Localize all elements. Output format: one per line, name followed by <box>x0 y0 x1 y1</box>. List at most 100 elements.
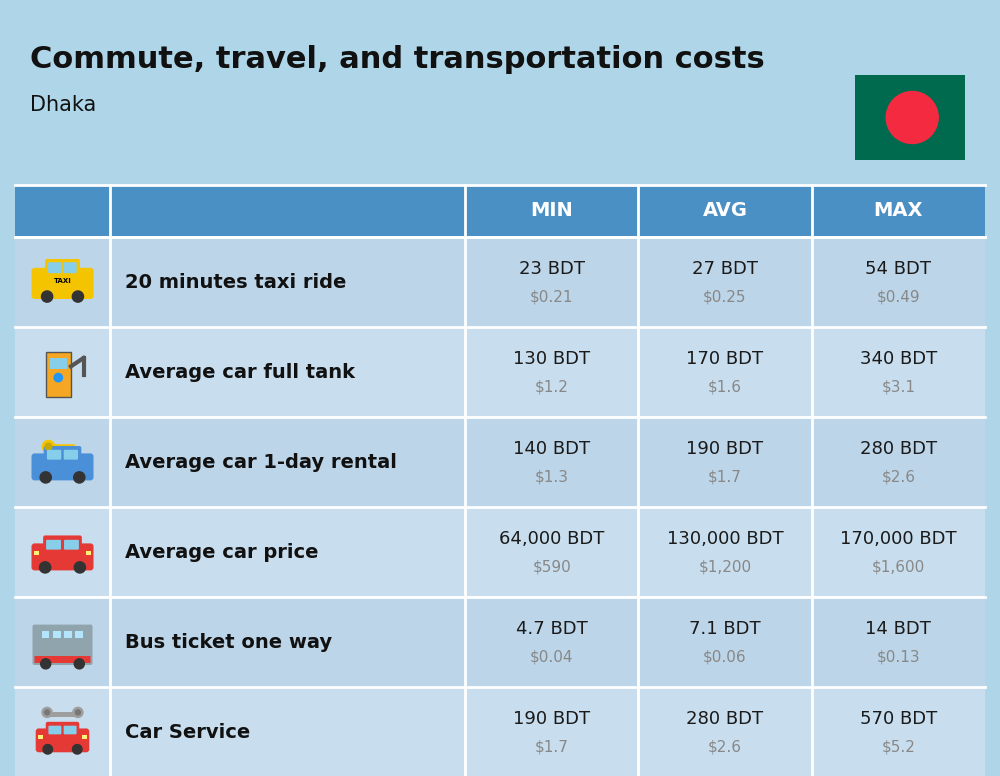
FancyBboxPatch shape <box>43 535 82 551</box>
FancyBboxPatch shape <box>53 631 61 638</box>
FancyBboxPatch shape <box>15 237 985 327</box>
Text: $0.04: $0.04 <box>530 650 573 664</box>
Circle shape <box>74 659 84 669</box>
Text: 130 BDT: 130 BDT <box>513 350 590 368</box>
FancyBboxPatch shape <box>45 712 80 716</box>
FancyBboxPatch shape <box>32 453 94 480</box>
Circle shape <box>42 441 55 452</box>
Text: Average car price: Average car price <box>125 542 318 562</box>
FancyBboxPatch shape <box>15 185 985 237</box>
FancyBboxPatch shape <box>46 722 79 736</box>
Circle shape <box>41 659 51 669</box>
Text: 4.7 BDT: 4.7 BDT <box>516 620 588 638</box>
Text: $1.3: $1.3 <box>535 469 569 484</box>
FancyBboxPatch shape <box>34 551 39 555</box>
Text: $0.21: $0.21 <box>530 289 573 304</box>
FancyBboxPatch shape <box>44 446 81 461</box>
Text: 7.1 BDT: 7.1 BDT <box>689 620 761 638</box>
Circle shape <box>41 291 53 302</box>
Circle shape <box>45 710 50 715</box>
FancyBboxPatch shape <box>47 450 61 459</box>
Text: 570 BDT: 570 BDT <box>860 710 937 728</box>
Text: $0.49: $0.49 <box>877 289 920 304</box>
Circle shape <box>40 472 51 483</box>
FancyBboxPatch shape <box>42 631 49 638</box>
Text: Average car 1-day rental: Average car 1-day rental <box>125 452 397 472</box>
Text: 20 minutes taxi ride: 20 minutes taxi ride <box>125 272 346 292</box>
Text: 14 BDT: 14 BDT <box>865 620 931 638</box>
FancyBboxPatch shape <box>15 597 985 687</box>
FancyBboxPatch shape <box>855 75 965 160</box>
Text: Commute, travel, and transportation costs: Commute, travel, and transportation cost… <box>30 45 765 74</box>
Text: $590: $590 <box>532 559 571 574</box>
Circle shape <box>45 443 52 450</box>
FancyBboxPatch shape <box>86 551 91 555</box>
FancyBboxPatch shape <box>32 543 94 570</box>
Circle shape <box>42 708 52 718</box>
FancyBboxPatch shape <box>63 262 77 273</box>
Text: $1.2: $1.2 <box>535 379 569 394</box>
Text: 170 BDT: 170 BDT <box>686 350 764 368</box>
Text: $1.7: $1.7 <box>708 469 742 484</box>
Text: $0.13: $0.13 <box>877 650 920 664</box>
Text: 340 BDT: 340 BDT <box>860 350 937 368</box>
Circle shape <box>72 744 82 754</box>
FancyBboxPatch shape <box>48 262 62 273</box>
Text: 130,000 BDT: 130,000 BDT <box>667 530 783 548</box>
Text: $5.2: $5.2 <box>881 740 915 754</box>
FancyBboxPatch shape <box>32 268 94 299</box>
Text: MAX: MAX <box>874 202 923 220</box>
Circle shape <box>74 562 85 573</box>
Text: $0.06: $0.06 <box>703 650 747 664</box>
Text: 54 BDT: 54 BDT <box>865 260 931 278</box>
Text: $2.6: $2.6 <box>881 469 915 484</box>
FancyBboxPatch shape <box>15 327 985 417</box>
Text: $3.1: $3.1 <box>881 379 915 394</box>
Text: MIN: MIN <box>530 202 573 220</box>
FancyBboxPatch shape <box>34 656 90 663</box>
Text: 190 BDT: 190 BDT <box>513 710 590 728</box>
Text: 280 BDT: 280 BDT <box>860 440 937 458</box>
Text: $1,200: $1,200 <box>698 559 752 574</box>
FancyBboxPatch shape <box>46 352 71 397</box>
FancyBboxPatch shape <box>36 729 89 752</box>
Text: 190 BDT: 190 BDT <box>686 440 764 458</box>
Text: AVG: AVG <box>702 202 748 220</box>
Text: 140 BDT: 140 BDT <box>513 440 590 458</box>
Text: $2.6: $2.6 <box>708 740 742 754</box>
Circle shape <box>73 708 83 718</box>
Circle shape <box>72 291 84 302</box>
Text: 23 BDT: 23 BDT <box>519 260 585 278</box>
Text: $0.25: $0.25 <box>703 289 747 304</box>
FancyBboxPatch shape <box>45 259 80 275</box>
Text: Bus ticket one way: Bus ticket one way <box>125 632 332 652</box>
Text: Average car full tank: Average car full tank <box>125 362 355 382</box>
Text: 280 BDT: 280 BDT <box>686 710 764 728</box>
FancyBboxPatch shape <box>64 540 79 549</box>
FancyBboxPatch shape <box>15 687 985 776</box>
FancyBboxPatch shape <box>64 631 72 638</box>
Text: $1,600: $1,600 <box>872 559 925 574</box>
Text: $1.7: $1.7 <box>535 740 569 754</box>
FancyBboxPatch shape <box>38 735 43 739</box>
Circle shape <box>886 92 938 144</box>
Text: 27 BDT: 27 BDT <box>692 260 758 278</box>
Text: 170,000 BDT: 170,000 BDT <box>840 530 957 548</box>
Text: Car Service: Car Service <box>125 722 250 742</box>
FancyBboxPatch shape <box>82 735 87 739</box>
FancyBboxPatch shape <box>75 631 83 638</box>
Circle shape <box>74 472 85 483</box>
Text: TAXI: TAXI <box>54 279 71 285</box>
Circle shape <box>40 562 51 573</box>
FancyBboxPatch shape <box>46 540 61 549</box>
Text: Dhaka: Dhaka <box>30 95 96 115</box>
FancyBboxPatch shape <box>64 726 77 734</box>
FancyBboxPatch shape <box>15 417 985 507</box>
FancyBboxPatch shape <box>48 726 61 734</box>
FancyBboxPatch shape <box>32 625 92 665</box>
Circle shape <box>54 373 62 382</box>
FancyBboxPatch shape <box>64 450 78 459</box>
FancyBboxPatch shape <box>50 358 67 369</box>
Text: 64,000 BDT: 64,000 BDT <box>499 530 604 548</box>
Circle shape <box>75 710 80 715</box>
